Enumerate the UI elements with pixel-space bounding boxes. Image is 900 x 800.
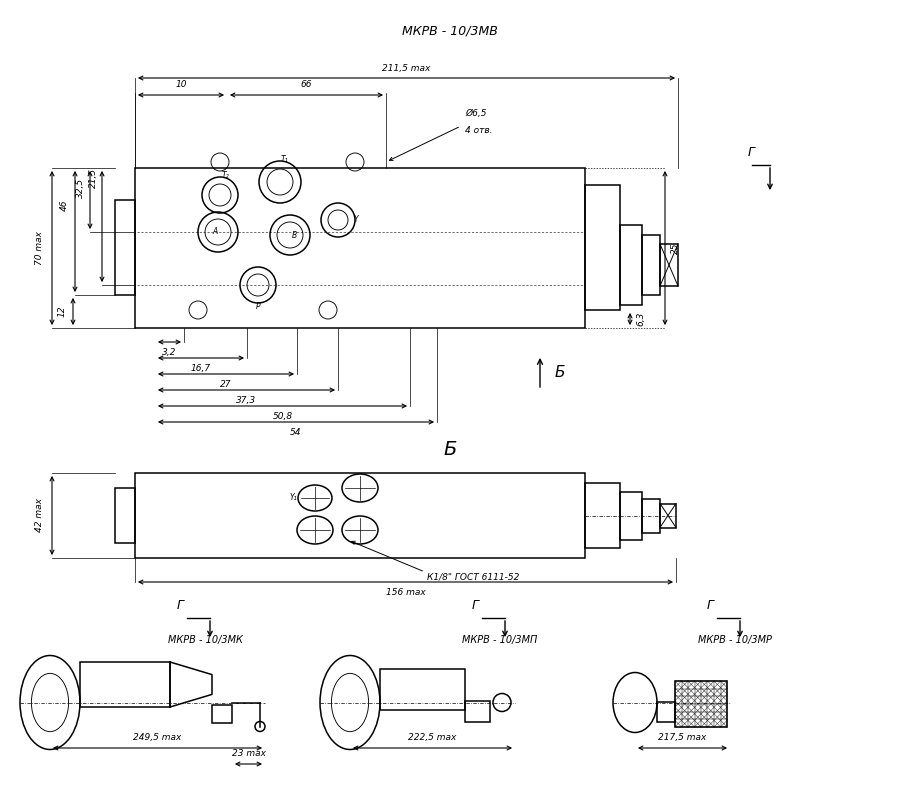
Bar (212, 705, 232, 723)
Text: 16,7: 16,7 (191, 364, 211, 373)
Bar (80, 662, 170, 707)
Text: Б: Б (444, 440, 456, 459)
Text: МКРВ - 10/3МК: МКРВ - 10/3МК (167, 635, 242, 645)
Text: МКРВ - 10/3МВ: МКРВ - 10/3МВ (402, 24, 498, 37)
Text: 217,5 max: 217,5 max (658, 733, 706, 742)
Text: 249,5 max: 249,5 max (133, 733, 182, 742)
Bar (657, 702, 675, 722)
Text: 211,5 max: 211,5 max (382, 64, 431, 73)
Text: 156 max: 156 max (385, 588, 426, 597)
Text: 37,3: 37,3 (237, 396, 256, 405)
Text: P: P (256, 302, 260, 311)
Text: T₁: T₁ (280, 155, 288, 165)
Text: Г: Г (177, 599, 184, 612)
Text: Г: Г (707, 599, 714, 612)
Bar (660, 244, 678, 286)
Bar (115, 488, 135, 543)
Text: 46: 46 (60, 199, 69, 210)
Text: Г: Г (472, 599, 479, 612)
Text: 3,2: 3,2 (162, 348, 176, 357)
Text: 10: 10 (176, 80, 187, 89)
Text: 6,3: 6,3 (636, 312, 645, 326)
Text: Б: Б (555, 365, 565, 380)
Text: 27: 27 (220, 380, 232, 389)
Text: 4 отв.: 4 отв. (465, 126, 492, 135)
Bar (620, 225, 642, 305)
Bar (675, 681, 727, 727)
Text: 66: 66 (301, 80, 312, 89)
Text: МКРВ - 10/3МП: МКРВ - 10/3МП (463, 635, 537, 645)
Text: Y₁: Y₁ (289, 494, 297, 502)
Text: 23 max: 23 max (231, 749, 266, 758)
Bar (115, 200, 135, 295)
Text: Г: Г (748, 146, 755, 159)
Bar (585, 483, 620, 548)
Text: T₂: T₂ (221, 170, 229, 179)
Text: 21,5: 21,5 (89, 168, 98, 188)
Bar (642, 235, 660, 295)
Bar (135, 168, 585, 328)
Bar (642, 498, 660, 533)
Text: B: B (292, 230, 297, 239)
Text: 70 max: 70 max (35, 231, 44, 265)
Bar (660, 503, 676, 527)
Text: Ø6,5: Ø6,5 (465, 109, 487, 118)
Bar (585, 185, 620, 310)
Bar (465, 701, 490, 722)
Text: 12: 12 (58, 306, 67, 318)
Text: 50,8: 50,8 (273, 412, 292, 421)
Text: 42 max: 42 max (35, 498, 44, 533)
Bar (380, 669, 465, 710)
Text: 32,5: 32,5 (76, 178, 85, 198)
Text: К1/8" ГОСТ 6111-52: К1/8" ГОСТ 6111-52 (427, 572, 519, 581)
Text: Y: Y (354, 215, 358, 225)
Bar (620, 491, 642, 539)
Text: A: A (212, 227, 218, 237)
Text: МКРВ - 10/3МР: МКРВ - 10/3МР (698, 635, 772, 645)
Bar (135, 473, 585, 558)
Text: 54: 54 (290, 428, 302, 437)
Text: 25: 25 (671, 242, 680, 254)
Text: 222,5 max: 222,5 max (409, 733, 456, 742)
